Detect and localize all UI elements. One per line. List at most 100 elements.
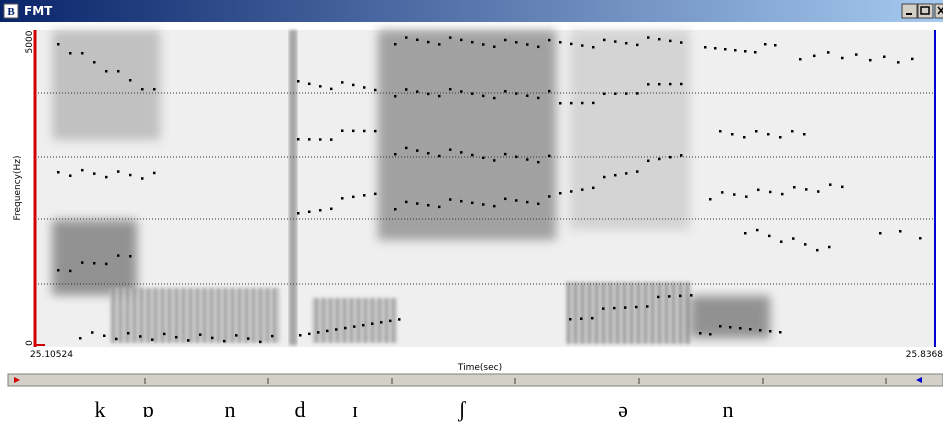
app-icon bbox=[3, 3, 19, 19]
scroll-right-marker[interactable] bbox=[916, 377, 922, 383]
formant-dot bbox=[828, 245, 831, 249]
formant-dot bbox=[81, 261, 84, 264]
formant-dot bbox=[139, 335, 142, 338]
formant-dot bbox=[259, 340, 262, 344]
time-start: 25.10524 bbox=[30, 350, 73, 360]
formant-dot bbox=[791, 130, 794, 133]
formant-dot bbox=[308, 82, 311, 86]
formant-dot bbox=[504, 197, 507, 201]
formant-dot bbox=[744, 50, 747, 53]
scroll-left-marker[interactable] bbox=[14, 377, 20, 383]
formant-dot bbox=[731, 133, 734, 136]
formant-dot bbox=[699, 332, 702, 335]
formant-dot bbox=[526, 94, 529, 97]
formant-dot bbox=[592, 45, 595, 49]
time-end: 25.8368 bbox=[906, 350, 943, 360]
energy-region bbox=[566, 282, 691, 344]
formant-dot bbox=[493, 204, 496, 208]
formant-dot bbox=[769, 330, 772, 333]
formant-dot bbox=[482, 43, 485, 46]
formant-dot bbox=[592, 186, 595, 190]
formant-dot bbox=[105, 175, 108, 179]
formant-dot bbox=[344, 326, 347, 330]
formant-dot bbox=[129, 79, 132, 82]
formant-dot bbox=[471, 201, 474, 205]
formant-dot bbox=[804, 243, 807, 246]
formant-dot bbox=[105, 262, 108, 266]
formant-dot bbox=[768, 234, 771, 238]
formant-dot bbox=[151, 338, 154, 341]
formant-dot bbox=[614, 40, 617, 43]
formant-dot bbox=[394, 95, 397, 98]
formant-dot bbox=[449, 88, 452, 91]
formant-dot bbox=[734, 49, 737, 52]
formant-dot bbox=[829, 183, 832, 186]
formant-dot bbox=[658, 157, 661, 161]
formant-dot bbox=[493, 45, 496, 48]
formant-dot bbox=[899, 230, 902, 233]
formant-dot bbox=[729, 326, 732, 329]
formant-dot bbox=[297, 138, 300, 141]
formant-dot bbox=[646, 305, 649, 308]
formant-dot bbox=[515, 41, 518, 44]
formant-dot bbox=[335, 328, 338, 331]
formant-dot bbox=[526, 43, 529, 46]
formant-dot bbox=[739, 327, 742, 330]
formant-dot bbox=[647, 159, 650, 163]
formant-dot bbox=[879, 232, 882, 235]
formant-dot bbox=[223, 339, 226, 343]
formant-dot bbox=[115, 337, 118, 341]
formant-dot bbox=[680, 82, 683, 86]
formant-dot bbox=[493, 159, 496, 162]
formant-dot bbox=[602, 307, 605, 310]
formant-dot bbox=[767, 133, 770, 136]
formant-dot bbox=[438, 205, 441, 209]
formant-dot bbox=[581, 44, 584, 47]
minimize-button[interactable] bbox=[901, 3, 918, 19]
formant-dot bbox=[326, 329, 329, 333]
formant-dot bbox=[504, 152, 507, 156]
segment-label: ɪ bbox=[352, 397, 358, 422]
formant-dot bbox=[330, 138, 333, 141]
time-scrollbar[interactable] bbox=[7, 373, 943, 387]
formant-dot bbox=[813, 54, 816, 58]
energy-region bbox=[52, 220, 137, 295]
formant-dot bbox=[581, 188, 584, 191]
formant-dots bbox=[57, 36, 922, 344]
formant-dot bbox=[416, 149, 419, 152]
window-buttons[interactable] bbox=[901, 3, 943, 19]
formant-dot bbox=[603, 92, 606, 96]
formant-dot bbox=[658, 82, 661, 86]
formant-dot bbox=[537, 45, 540, 49]
formant-dot bbox=[482, 94, 485, 98]
formant-dot bbox=[297, 212, 300, 215]
formant-dot bbox=[855, 53, 858, 56]
formant-dot bbox=[427, 152, 430, 155]
formant-dot bbox=[394, 43, 397, 46]
formant-dot bbox=[919, 237, 922, 240]
formant-dot bbox=[199, 333, 202, 336]
formant-dot bbox=[117, 70, 120, 73]
formant-dot bbox=[362, 323, 365, 327]
formant-dot bbox=[704, 46, 707, 49]
formant-dot bbox=[175, 335, 178, 339]
formant-dot bbox=[438, 154, 441, 158]
formant-dot bbox=[211, 336, 214, 340]
formant-dot bbox=[449, 148, 452, 151]
y-tick-label: 0 bbox=[25, 340, 35, 346]
formant-dot bbox=[482, 156, 485, 159]
segment-label: n bbox=[723, 397, 734, 422]
formant-dot bbox=[559, 41, 562, 44]
formant-dot bbox=[570, 101, 573, 105]
formant-dot bbox=[897, 61, 900, 64]
formant-dot bbox=[187, 339, 190, 342]
energy-region bbox=[690, 296, 770, 338]
formant-dot bbox=[515, 92, 518, 95]
formant-dot bbox=[117, 170, 120, 173]
formant-dot bbox=[733, 193, 736, 196]
formant-dot bbox=[127, 331, 130, 335]
close-glyph bbox=[937, 6, 943, 15]
formant-dot bbox=[779, 136, 782, 139]
formant-dot bbox=[537, 202, 540, 206]
